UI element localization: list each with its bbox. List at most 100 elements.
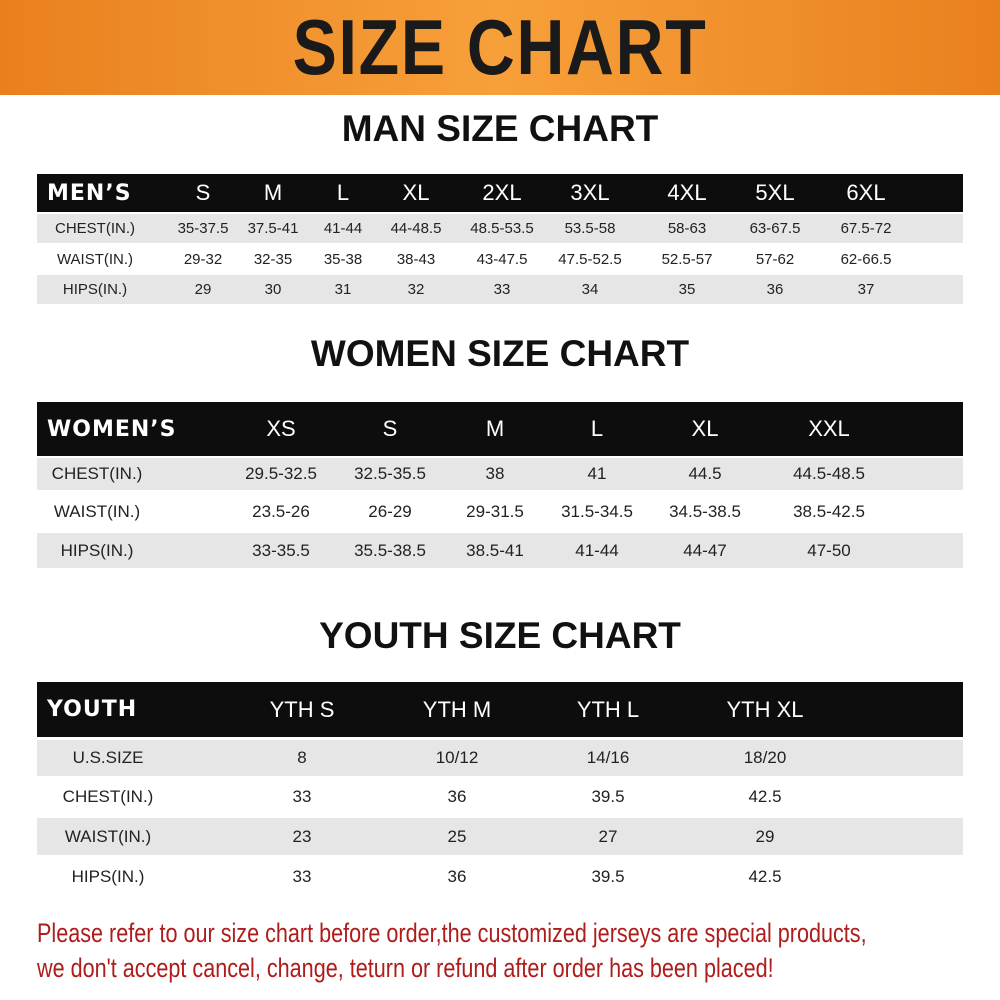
size-header: 3XL	[570, 180, 610, 205]
size-value: 23	[292, 826, 312, 846]
size-value: 26-29	[368, 502, 412, 521]
size-value: 62-66.5	[840, 250, 892, 268]
size-value: 31.5-34.5	[561, 502, 633, 521]
size-header: M	[485, 416, 505, 441]
size-value: 47-50	[807, 540, 851, 560]
banner-title: SIZE CHART	[292, 3, 708, 91]
size-value: 36	[766, 281, 784, 298]
table-row: WAIST(IN.) 29-32 32-35 35-38 38-43 43-47.5 47.…	[37, 244, 963, 274]
size-value: 14/16	[586, 748, 630, 767]
size-value: 23.5-26	[252, 502, 310, 521]
size-value: 44-47	[683, 540, 727, 560]
size-value: 37	[857, 281, 875, 298]
notice-line-1: Please refer to our size chart before or…	[37, 918, 867, 948]
size-value: 38-43	[396, 250, 436, 268]
size-value: 34	[581, 281, 599, 298]
size-value: 35-37.5	[177, 220, 229, 237]
header-row: MEN’S S M L XL 2XL 3XL 4XL 5XL 6XL	[37, 174, 963, 212]
size-value: 67.5-72	[840, 220, 892, 237]
size-value: 34.5-38.5	[669, 502, 741, 521]
size-value: 33-35.5	[252, 540, 310, 560]
table-row: WAIST(IN.) 23.5-26 26-29 29-31.5 31.5-34.5 34…	[37, 495, 963, 529]
row-label: CHEST(IN.)	[51, 464, 143, 483]
size-value: 39.5	[591, 786, 625, 806]
size-header: XL	[691, 416, 719, 441]
size-header: L	[336, 180, 350, 205]
size-value: 63-67.5	[749, 220, 801, 237]
size-value: 48.5-53.5	[470, 220, 534, 237]
table-row: CHEST(IN.) 29.5-32.5 32.5-35.5 38 41 44.5 44.5…	[37, 458, 963, 490]
size-value: 57-62	[755, 250, 795, 268]
size-header: M	[263, 180, 283, 205]
size-value: 44.5-48.5	[793, 464, 865, 483]
size-header: S	[382, 416, 398, 441]
row-label: HIPS(IN.)	[60, 540, 134, 560]
size-header: XL	[402, 180, 430, 205]
size-header: S	[195, 180, 211, 205]
size-value: 52.5-57	[661, 250, 713, 268]
size-value: 43-47.5	[476, 250, 528, 268]
size-header: L	[590, 416, 604, 441]
header-row: WOMEN’S XS S M L XL XXL	[37, 402, 963, 456]
table-row: U.S.SIZE 8 10/12 14/16 18/20	[37, 740, 963, 776]
size-value: 29-32	[183, 250, 223, 268]
row-label: CHEST(IN.)	[55, 220, 135, 237]
table-row: HIPS(IN.) 33-35.5 35.5-38.5 38.5-41 41-44 44-…	[37, 533, 963, 568]
size-value: 44.5	[688, 464, 722, 483]
size-value: 10/12	[435, 748, 479, 767]
row-label: WAIST(IN.)	[64, 826, 152, 846]
size-value: 36	[447, 866, 467, 886]
size-header: 6XL	[846, 180, 886, 205]
notice-line-2: we don't accept cancel, change, teturn o…	[37, 953, 774, 983]
size-value: 58-63	[667, 220, 707, 237]
size-value: 32	[407, 281, 425, 298]
women-title: WOMEN SIZE CHART	[310, 333, 690, 374]
row-label: U.S.SIZE	[72, 748, 144, 767]
men-title: MAN SIZE CHART	[341, 108, 659, 149]
size-header: XS	[266, 416, 296, 441]
header-row: YOUTH YTH S YTH M YTH L YTH XL	[37, 682, 963, 737]
size-value: 18/20	[743, 748, 787, 767]
size-header: YTH XL	[726, 696, 804, 722]
size-value: 35	[678, 281, 696, 298]
table-row: HIPS(IN.) 29 30 31 32 33 34 35 36 37	[37, 275, 963, 304]
size-value: 38.5-41	[466, 540, 524, 560]
size-value: 38.5-42.5	[793, 502, 865, 521]
table-heading: YOUTH	[47, 697, 138, 722]
table-row: CHEST(IN.) 35-37.5 37.5-41 41-44 44-48.5 48.5…	[37, 214, 963, 243]
size-value: 33	[493, 281, 511, 298]
size-value: 32-35	[253, 250, 293, 268]
size-value: 42.5	[748, 866, 782, 886]
table-row: WAIST(IN.) 23 25 27 29	[37, 818, 963, 855]
size-value: 8	[297, 748, 307, 767]
size-value: 30	[264, 281, 282, 298]
size-header: YTH M	[422, 696, 492, 722]
table-row: HIPS(IN.) 33 36 39.5 42.5	[37, 858, 963, 895]
row-label: CHEST(IN.)	[62, 786, 154, 806]
size-value: 25	[447, 826, 467, 846]
size-value: 35-38	[323, 250, 363, 268]
size-header: YTH L	[576, 696, 640, 722]
size-value: 35.5-38.5	[354, 540, 426, 560]
row-label: WAIST(IN.)	[53, 502, 141, 521]
row-label: HIPS(IN.)	[71, 866, 145, 886]
size-value: 29.5-32.5	[245, 464, 317, 483]
row-label: HIPS(IN.)	[62, 281, 128, 298]
size-value: 36	[447, 786, 467, 806]
size-header: YTH S	[269, 696, 335, 722]
size-value: 42.5	[748, 786, 782, 806]
row-label: WAIST(IN.)	[56, 250, 134, 268]
table-heading: MEN’S	[47, 180, 132, 206]
size-header: 2XL	[482, 180, 522, 205]
size-value: 47.5-52.5	[558, 250, 622, 268]
size-chart-banner: SIZE CHART	[0, 0, 1000, 95]
size-value: 33	[292, 866, 312, 886]
size-value: 53.5-58	[564, 220, 616, 237]
size-value: 31	[334, 281, 352, 298]
size-value: 27	[598, 826, 618, 846]
youth-title: YOUTH SIZE CHART	[319, 615, 681, 656]
size-header: 4XL	[667, 180, 707, 205]
table-heading: WOMEN’S	[47, 416, 177, 442]
size-value: 29	[194, 281, 212, 298]
table-row: CHEST(IN.) 33 36 39.5 42.5	[37, 778, 963, 815]
